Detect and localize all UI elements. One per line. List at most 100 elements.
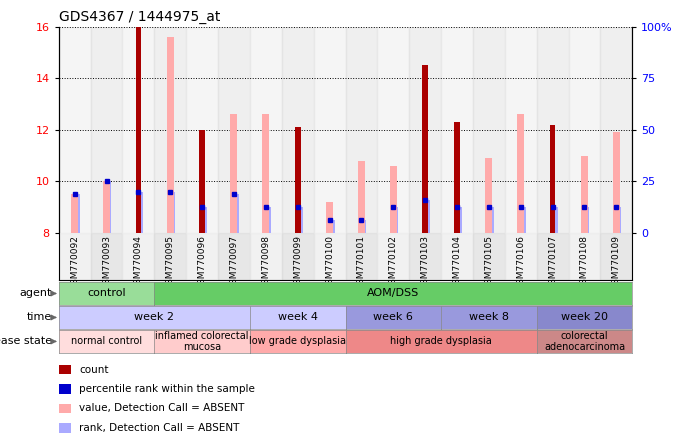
- Bar: [314, 233, 346, 280]
- Text: agent: agent: [19, 289, 52, 298]
- Text: inflamed colorectal
mucosa: inflamed colorectal mucosa: [155, 331, 249, 352]
- Bar: [218, 27, 250, 233]
- Text: GSM770106: GSM770106: [516, 235, 525, 290]
- Bar: [154, 27, 186, 233]
- Bar: [266, 207, 271, 233]
- Text: GSM770094: GSM770094: [134, 235, 143, 290]
- Bar: [518, 115, 524, 233]
- Bar: [231, 115, 238, 233]
- Text: week 20: week 20: [561, 313, 608, 322]
- Bar: [377, 233, 409, 280]
- Text: GSM770093: GSM770093: [102, 235, 111, 290]
- Text: count: count: [79, 365, 109, 375]
- Text: GSM770100: GSM770100: [325, 235, 334, 290]
- Bar: [422, 65, 428, 233]
- Bar: [585, 207, 589, 233]
- Text: low grade dysplasia: low grade dysplasia: [249, 337, 346, 346]
- Bar: [122, 233, 154, 280]
- Bar: [537, 233, 569, 280]
- Bar: [616, 207, 621, 233]
- Text: GSM770097: GSM770097: [229, 235, 238, 290]
- Bar: [75, 194, 79, 233]
- Text: week 2: week 2: [134, 313, 174, 322]
- Bar: [234, 194, 239, 233]
- Bar: [330, 220, 334, 233]
- Bar: [250, 27, 282, 233]
- Bar: [139, 192, 143, 233]
- Text: rank, Detection Call = ABSENT: rank, Detection Call = ABSENT: [79, 423, 240, 433]
- Text: week 4: week 4: [278, 313, 318, 322]
- Bar: [295, 127, 301, 233]
- Text: week 8: week 8: [469, 313, 509, 322]
- Bar: [489, 207, 494, 233]
- Text: GSM770101: GSM770101: [357, 235, 366, 290]
- Bar: [581, 156, 588, 233]
- Text: GSM770107: GSM770107: [548, 235, 557, 290]
- Text: percentile rank within the sample: percentile rank within the sample: [79, 384, 256, 394]
- Text: GSM770096: GSM770096: [198, 235, 207, 290]
- Bar: [298, 207, 303, 233]
- Bar: [250, 233, 282, 280]
- Text: GSM770092: GSM770092: [70, 235, 79, 290]
- Bar: [103, 182, 110, 233]
- Bar: [409, 27, 441, 233]
- Bar: [473, 233, 505, 280]
- FancyBboxPatch shape: [59, 423, 71, 432]
- Bar: [263, 115, 269, 233]
- Bar: [457, 207, 462, 233]
- Bar: [473, 27, 505, 233]
- Text: GSM770098: GSM770098: [261, 235, 270, 290]
- Text: GSM770109: GSM770109: [612, 235, 621, 290]
- Bar: [135, 27, 141, 233]
- Bar: [613, 132, 620, 233]
- Bar: [377, 27, 409, 233]
- Bar: [91, 27, 122, 233]
- Bar: [186, 27, 218, 233]
- Bar: [122, 27, 154, 233]
- Bar: [314, 27, 346, 233]
- Text: GSM770104: GSM770104: [453, 235, 462, 290]
- FancyBboxPatch shape: [59, 385, 71, 394]
- Bar: [390, 166, 397, 233]
- Bar: [59, 27, 91, 233]
- Text: value, Detection Call = ABSENT: value, Detection Call = ABSENT: [79, 404, 245, 413]
- Text: disease state: disease state: [0, 337, 52, 346]
- Text: GSM770103: GSM770103: [421, 235, 430, 290]
- Text: GSM770095: GSM770095: [166, 235, 175, 290]
- Bar: [426, 199, 430, 233]
- Bar: [409, 233, 441, 280]
- Text: time: time: [26, 313, 52, 322]
- Bar: [167, 37, 173, 233]
- Bar: [505, 233, 537, 280]
- Text: week 6: week 6: [373, 313, 413, 322]
- Bar: [521, 207, 526, 233]
- Bar: [346, 27, 377, 233]
- Text: colorectal
adenocarcinoma: colorectal adenocarcinoma: [544, 331, 625, 352]
- Bar: [171, 192, 176, 233]
- Bar: [553, 207, 558, 233]
- Bar: [393, 207, 398, 233]
- Bar: [600, 27, 632, 233]
- Bar: [282, 233, 314, 280]
- Text: control: control: [87, 289, 126, 298]
- Bar: [199, 130, 205, 233]
- Bar: [550, 125, 556, 233]
- Bar: [600, 233, 632, 280]
- Bar: [71, 194, 78, 233]
- Text: normal control: normal control: [71, 337, 142, 346]
- Bar: [154, 233, 186, 280]
- FancyBboxPatch shape: [59, 404, 71, 413]
- Text: high grade dysplasia: high grade dysplasia: [390, 337, 492, 346]
- Bar: [282, 27, 314, 233]
- Bar: [91, 233, 122, 280]
- Bar: [441, 27, 473, 233]
- FancyBboxPatch shape: [59, 365, 71, 374]
- Bar: [59, 233, 91, 280]
- Bar: [441, 233, 473, 280]
- Bar: [454, 122, 460, 233]
- Bar: [569, 27, 600, 233]
- Text: GDS4367 / 1444975_at: GDS4367 / 1444975_at: [59, 10, 220, 24]
- Bar: [218, 233, 250, 280]
- Text: AOM/DSS: AOM/DSS: [367, 289, 419, 298]
- Text: GSM770099: GSM770099: [293, 235, 302, 290]
